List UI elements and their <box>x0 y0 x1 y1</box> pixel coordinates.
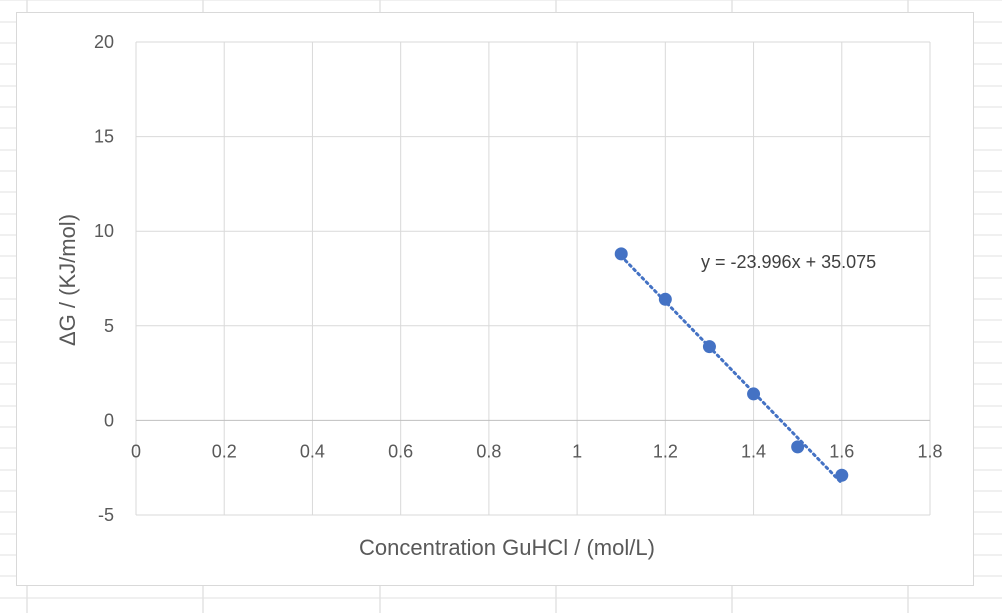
x-axis-tick-labels: 0 0.2 0.4 0.6 0.8 1 1.2 1.4 1.6 1.8 <box>131 441 943 461</box>
x-tick-label: 1.8 <box>917 441 942 461</box>
trendline-layer <box>619 254 844 485</box>
data-points-layer <box>614 247 849 482</box>
x-tick-label: 1.6 <box>829 441 854 461</box>
x-tick-label: 1 <box>572 441 582 461</box>
data-point[interactable] <box>791 440 805 454</box>
y-tick-label: 15 <box>94 127 114 147</box>
x-tick-label: 1.4 <box>741 441 766 461</box>
trendline-equation-label: y = -23.996x + 35.075 <box>701 252 876 272</box>
data-point[interactable] <box>702 340 716 354</box>
y-tick-label: 0 <box>104 410 114 430</box>
y-tick-label: 10 <box>94 221 114 241</box>
x-tick-label: 0 <box>131 441 141 461</box>
x-tick-label: 0.2 <box>212 441 237 461</box>
x-axis-title: Concentration GuHCl / (mol/L) <box>359 535 655 560</box>
data-point[interactable] <box>747 387 761 401</box>
x-tick-label: 0.8 <box>476 441 501 461</box>
data-point[interactable] <box>835 468 849 482</box>
y-axis-tick-labels: 20 15 10 5 0 -5 <box>94 32 114 525</box>
x-tick-label: 0.6 <box>388 441 413 461</box>
linear-trendline <box>619 254 844 485</box>
y-tick-label: 5 <box>104 316 114 336</box>
y-tick-label: -5 <box>98 505 114 525</box>
data-point[interactable] <box>658 292 672 306</box>
data-point[interactable] <box>614 247 628 261</box>
x-tick-label: 1.2 <box>653 441 678 461</box>
plot-gridlines <box>135 41 931 516</box>
chart-area[interactable] <box>16 12 974 586</box>
y-axis-title: ΔG / (KJ/mol) <box>55 214 80 346</box>
x-tick-label: 0.4 <box>300 441 325 461</box>
y-tick-label: 20 <box>94 32 114 52</box>
